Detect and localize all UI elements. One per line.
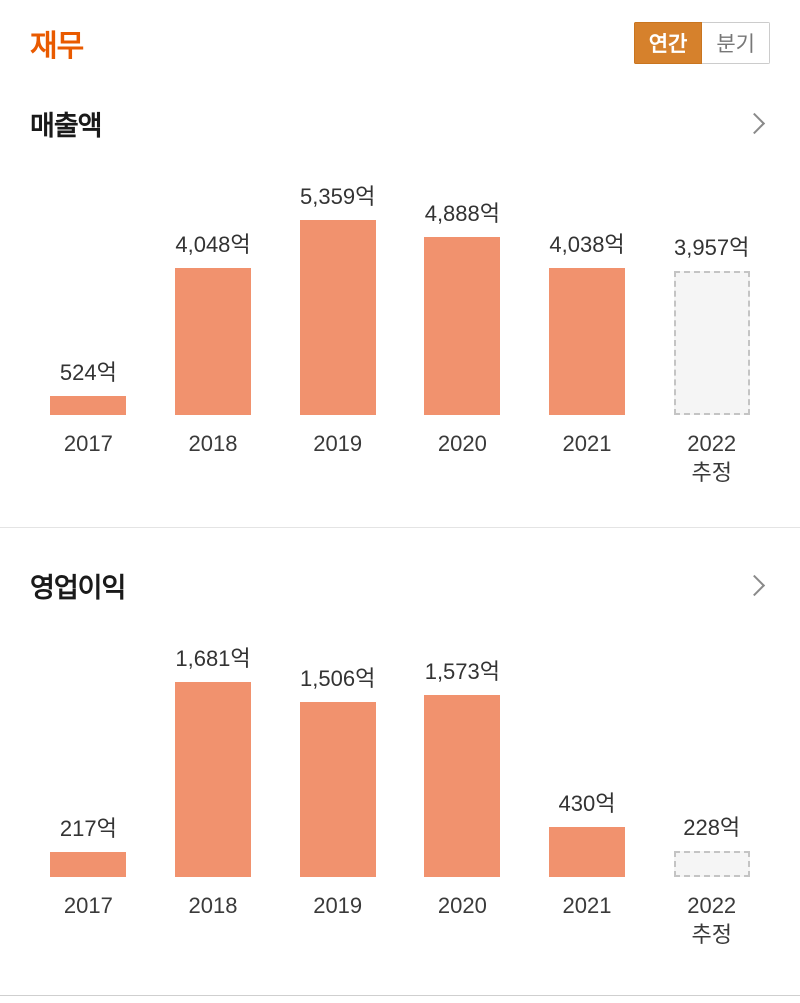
bar-column: 4,888억 2020: [400, 179, 525, 491]
bar: [549, 268, 626, 415]
estimate-bar: [673, 271, 750, 415]
bar: [549, 827, 626, 877]
bar-value-label: 228억: [683, 815, 741, 840]
x-axis-label: 2017: [63, 893, 113, 918]
estimate-bar: [673, 851, 750, 877]
finance-header: 재무 연간 분기: [0, 20, 800, 66]
x-axis-label: 2022 추정: [687, 431, 737, 486]
x-axis-label: 2017: [63, 431, 113, 456]
operating-profit-bar-chart: 217억 2017 1,681억 2018 1,506억 2019 1,573억 2020 43…: [0, 641, 800, 953]
page-title: 재무: [30, 30, 84, 63]
bottom-divider: [0, 995, 800, 996]
bar: [299, 702, 376, 877]
operating-profit-section: 영업이익 217억 2017 1,681억 2018 1,506억 2019 1,573억 2…: [0, 566, 800, 953]
x-axis-label: 2021: [562, 431, 612, 456]
revenue-section: 매출액 524억 2017 4,048억 2018 5,359억 2019 4,888억 20…: [0, 104, 800, 491]
bar-column: 1,681억 2018: [151, 641, 276, 953]
operating-profit-section-header[interactable]: 영업이익: [0, 566, 800, 605]
revenue-section-header[interactable]: 매출액: [0, 104, 800, 143]
bar: [50, 852, 127, 877]
quarterly-tab[interactable]: 분기: [702, 22, 770, 64]
bar-column: 524억 2017: [26, 179, 151, 491]
bar-column: 5,359억 2019: [275, 179, 400, 491]
bar-column: 1,573억 2020: [400, 641, 525, 953]
period-toggle: 연간 분기: [633, 22, 770, 64]
x-axis-label: 2022 추정: [687, 893, 737, 948]
section-divider: [0, 527, 800, 528]
bar-value-label: 4,038억: [549, 232, 625, 257]
bar-value-label: 524억: [59, 360, 117, 385]
bar: [50, 396, 127, 415]
bar-column: 4,038억 2021: [525, 179, 650, 491]
bar: [299, 220, 376, 415]
bar-column: 3,957억 2022 추정: [649, 179, 774, 491]
bar-value-label: 430억: [558, 791, 616, 816]
bar: [424, 237, 501, 415]
bar-value-label: 1,681억: [175, 646, 251, 671]
bar: [424, 695, 501, 877]
x-axis-label: 2020: [437, 431, 487, 456]
bar-value-label: 4,048억: [175, 232, 251, 257]
bar-value-label: 4,888억: [424, 201, 500, 226]
x-axis-label: 2021: [562, 893, 612, 918]
bar-column: 1,506억 2019: [275, 641, 400, 953]
bar-value-label: 5,359억: [300, 184, 376, 209]
bar: [175, 268, 251, 415]
chevron-right-icon: [743, 574, 766, 597]
chevron-right-icon: [743, 112, 766, 135]
bar-column: 228억 2022 추정: [649, 641, 774, 953]
bar-column: 217억 2017: [26, 641, 151, 953]
operating-profit-title: 영업이익: [30, 573, 126, 603]
revenue-title: 매출액: [30, 111, 103, 141]
annual-tab[interactable]: 연간: [633, 22, 703, 64]
revenue-bar-chart: 524억 2017 4,048억 2018 5,359억 2019 4,888억 2020 4,…: [0, 179, 800, 491]
bar-column: 4,048억 2018: [151, 179, 276, 491]
bar: [175, 682, 251, 877]
x-axis-label: 2018: [188, 893, 238, 918]
bar-value-label: 3,957억: [674, 235, 750, 260]
x-axis-label: 2020: [437, 893, 487, 918]
bar-column: 430억 2021: [525, 641, 650, 953]
bar-value-label: 1,573억: [424, 659, 500, 684]
x-axis-label: 2019: [313, 431, 363, 456]
x-axis-label: 2018: [188, 431, 238, 456]
bar-value-label: 1,506억: [300, 666, 376, 691]
bar-value-label: 217억: [59, 816, 117, 841]
x-axis-label: 2019: [313, 893, 363, 918]
